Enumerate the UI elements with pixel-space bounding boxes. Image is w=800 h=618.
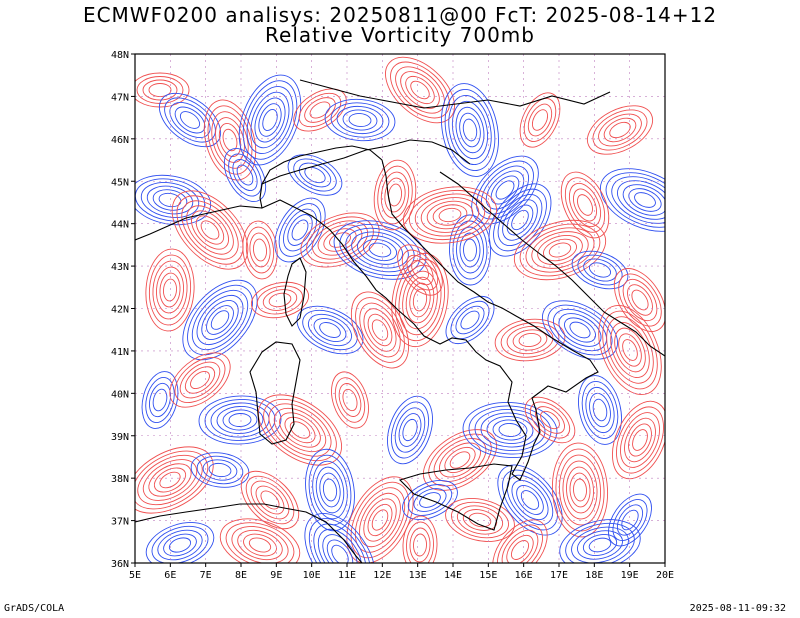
positive-vorticity-contour [587,105,653,155]
positive-vorticity-contour [331,371,369,429]
map-axes: 5E 6E 7E 8E 9E 10E 11E 12E 13E 14E 15E 16E 17E 18E 19E… [111,50,674,581]
positive-vorticity-contour [350,291,410,369]
coast-italy [259,145,599,481]
vorticity-contours [135,56,665,563]
lon-label: 19E [621,570,639,581]
positive-vorticity-contour [242,220,278,280]
lon-label: 8E [235,570,247,581]
coast-sardinia [249,341,301,445]
positive-vorticity-contour [519,92,561,148]
positive-vorticity-contour [250,281,310,319]
coast-france-spain [135,205,263,241]
negative-vorticity-contour [190,452,250,488]
negative-vorticity-contour [324,98,396,142]
negative-vorticity-contour [488,183,552,257]
coast-adriatic-east [439,171,665,357]
lat-label: 44N [111,220,129,231]
negative-vorticity-contour [578,375,622,445]
lon-label: 17E [550,570,568,581]
positive-vorticity-contour [612,400,665,480]
negative-vorticity-contour [158,92,222,148]
negative-vorticity-contour [182,279,258,361]
timestamp-label: 2025-08-11-09:32 [689,603,786,614]
map-title: ECMWF0200 analisys: 20250811@00 FcT: 202… [82,3,718,27]
lon-label: 13E [409,570,427,581]
lon-label: 5E [129,570,141,581]
lat-label: 41N [111,347,129,358]
lon-label: 10E [303,570,321,581]
negative-vorticity-contour [559,519,641,563]
positive-vorticity-contour [145,248,195,332]
border-alps [261,139,471,185]
negative-vorticity-contour [542,300,618,360]
negative-vorticity-contour [223,148,267,202]
lon-label: 7E [200,570,212,581]
positive-vorticity-contour [169,352,231,408]
positive-vorticity-contour [551,442,609,538]
negative-vorticity-contour [402,480,458,520]
negative-vorticity-contour [238,74,302,166]
positive-vorticity-contour [402,515,438,563]
negative-vorticity-contour [599,168,665,232]
lat-label: 42N [111,305,129,316]
negative-vorticity-contour [441,83,499,177]
positive-vorticity-contour [240,470,300,530]
positive-vorticity-contour [257,394,343,466]
negative-vorticity-contour [198,395,282,445]
lat-label: 46N [111,135,129,146]
negative-vorticity-contour [497,464,563,536]
lon-label: 12E [373,570,391,581]
positive-vorticity-contour [171,190,249,270]
lat-label: 48N [111,50,129,61]
positive-vorticity-contour [391,252,449,348]
lat-label: 36N [111,559,129,570]
negative-vorticity-contour [305,448,355,532]
positive-vorticity-contour [598,304,662,396]
lon-label: 16E [515,570,533,581]
lon-label: 18E [585,570,603,581]
positive-vorticity-contour [135,446,214,514]
map-subtitle: Relative Vorticity 700mb [265,23,535,47]
coast-corsica [283,257,307,327]
coast-sicily [398,463,513,531]
lon-label: 11E [338,570,356,581]
lat-label: 40N [111,389,129,400]
negative-vorticity-contour [304,512,376,563]
lon-label: 20E [656,570,674,581]
negative-vorticity-contour [145,522,215,563]
lat-label: 45N [111,177,129,188]
negative-vorticity-contour [449,214,491,286]
lon-label: 15E [479,570,497,581]
coastlines [135,79,665,563]
positive-vorticity-contour [613,268,665,332]
negative-vorticity-contour [471,155,539,225]
lat-label: 39N [111,432,129,443]
credit-label: GrADS/COLA [4,603,65,614]
positive-vorticity-contour [219,518,301,563]
lat-label: 43N [111,262,129,273]
lon-label: 6E [164,570,176,581]
positive-vorticity-contour [402,186,498,244]
coast-africa [135,503,363,563]
negative-vorticity-contour [608,493,652,547]
lon-label: 14E [444,570,462,581]
negative-vorticity-contour [445,295,495,345]
negative-vorticity-contour [141,371,179,429]
border-central [299,79,611,109]
lat-label: 37N [111,517,129,528]
negative-vorticity-contour [296,305,364,355]
negative-vorticity-contour [274,197,326,263]
positive-vorticity-contour [445,498,515,542]
positive-vorticity-contour [560,171,610,239]
lat-label: 47N [111,92,129,103]
lat-label: 38N [111,474,129,485]
lon-label: 9E [270,570,282,581]
positive-vorticity-contour [513,219,607,281]
